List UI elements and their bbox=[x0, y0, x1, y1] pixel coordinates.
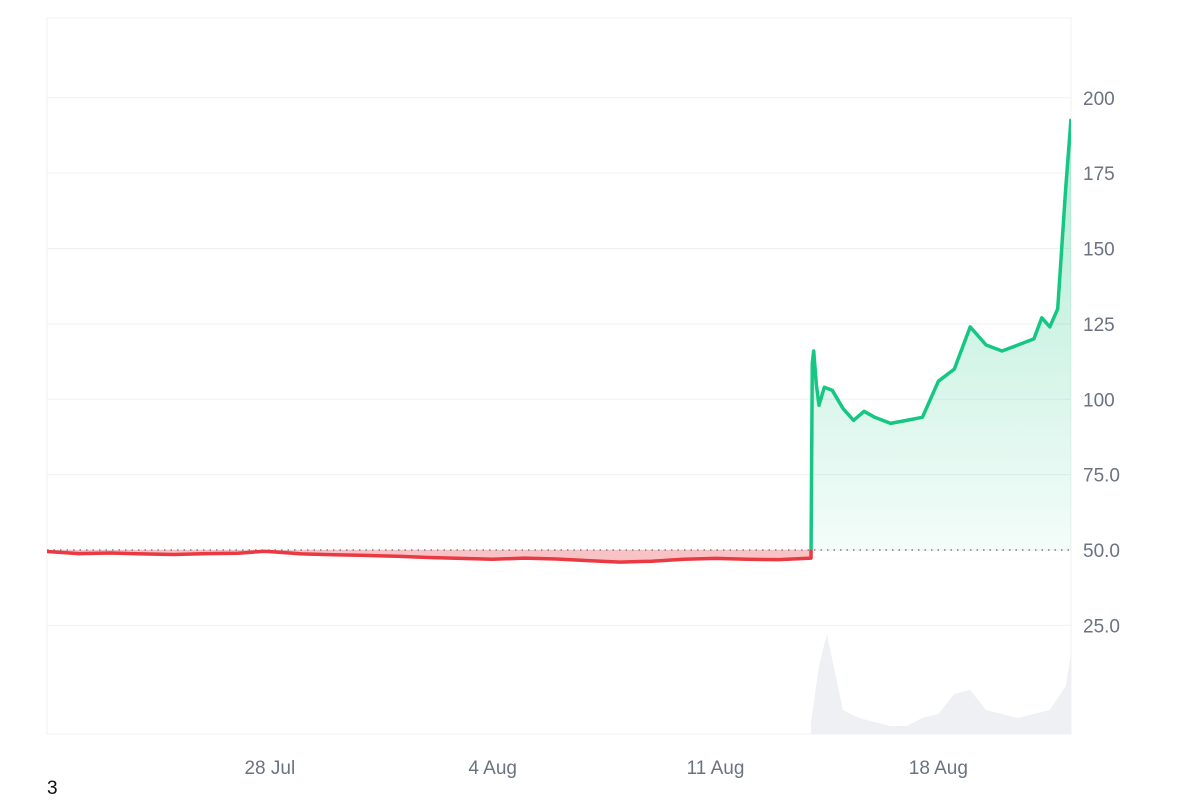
volume-area bbox=[811, 634, 1071, 734]
y-tick-label: 200 bbox=[1083, 89, 1115, 110]
y-tick-label: 125 bbox=[1083, 315, 1115, 336]
volume-area-layer bbox=[811, 634, 1071, 734]
x-axis-labels: 28 Jul 4 Aug 11 Aug 18 Aug bbox=[244, 758, 967, 779]
price-line-layer bbox=[47, 118, 1071, 564]
y-axis-labels: 25.0 50.0 75.0 100 125 150 175 200 bbox=[1083, 89, 1120, 638]
y-tick-label: 100 bbox=[1083, 390, 1115, 411]
plot-frame bbox=[46, 17, 1072, 735]
x-tick-label: 4 Aug bbox=[468, 758, 517, 779]
price-line-down bbox=[47, 550, 813, 564]
x-tick-label: 28 Jul bbox=[244, 758, 295, 779]
y-tick-label: 50.0 bbox=[1083, 541, 1120, 562]
price-area-layer bbox=[47, 118, 1071, 563]
price-line-up bbox=[47, 118, 1071, 550]
y-tick-label: 75.0 bbox=[1083, 466, 1120, 487]
y-tick-label: 25.0 bbox=[1083, 616, 1120, 637]
footer-note: 3 bbox=[47, 778, 58, 799]
y-tick-label: 150 bbox=[1083, 240, 1115, 261]
y-tick-label: 175 bbox=[1083, 164, 1115, 185]
price-area-above bbox=[47, 118, 1071, 550]
x-tick-label: 11 Aug bbox=[687, 758, 745, 779]
x-tick-label: 18 Aug bbox=[909, 758, 968, 779]
